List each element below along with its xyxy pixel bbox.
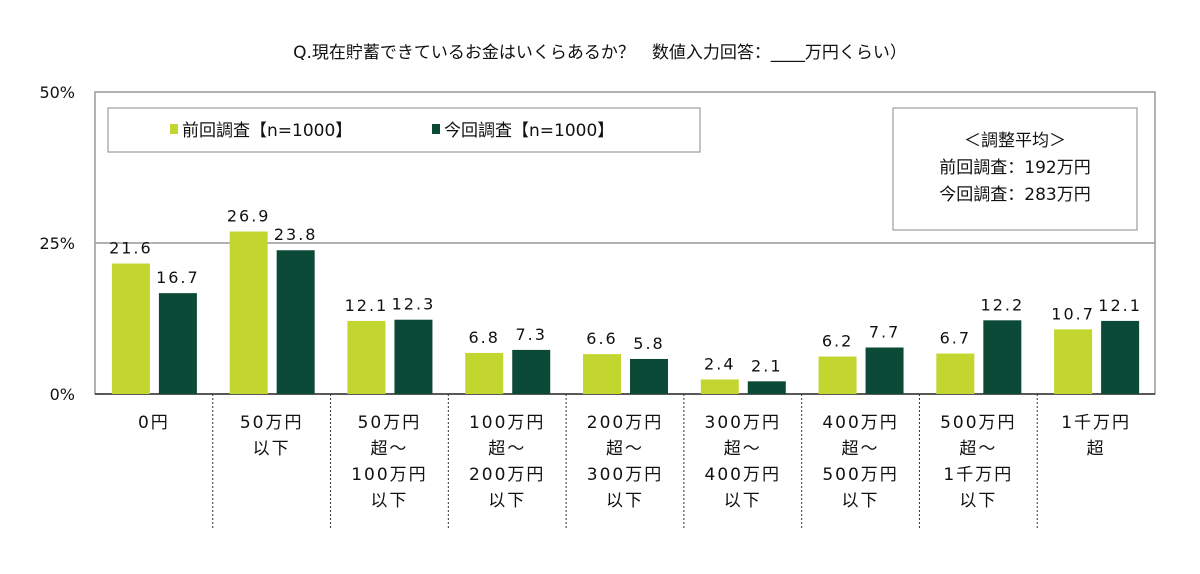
bar — [818, 356, 857, 394]
data-label: 21.6 — [109, 239, 153, 258]
x-tick-label: 500万円 — [940, 413, 1016, 433]
bar — [229, 231, 268, 394]
x-tick-label: 以下 — [606, 491, 644, 511]
x-tick-label: 200万円 — [587, 413, 663, 433]
x-tick-label: 超～ — [842, 439, 880, 459]
bar — [465, 352, 504, 394]
legend-swatch — [170, 124, 178, 134]
x-tick-label: 超～ — [959, 439, 997, 459]
data-label: 6.6 — [586, 329, 617, 348]
x-tick-label: 以下 — [842, 491, 880, 511]
data-label: 12.2 — [981, 295, 1025, 314]
legend-swatch — [432, 124, 440, 134]
legend-label: 前回調査【n=1000】 — [182, 121, 352, 141]
bar — [347, 320, 386, 394]
x-tick-label: 400万円 — [705, 465, 781, 485]
bar — [1101, 320, 1140, 394]
data-label: 2.1 — [751, 356, 782, 375]
data-label: 6.7 — [940, 329, 971, 348]
x-tick-label: 100万円 — [351, 465, 427, 485]
x-tick-label: 以下 — [370, 491, 408, 511]
data-label: 23.8 — [274, 225, 318, 244]
bar — [512, 349, 551, 394]
data-label: 6.8 — [468, 328, 499, 347]
bar — [394, 319, 433, 394]
data-label: 2.4 — [704, 355, 735, 374]
x-tick-label: 超～ — [724, 439, 762, 459]
x-tick-label: 1千万円 — [943, 465, 1013, 485]
bar — [1054, 329, 1093, 394]
x-tick-label: 0円 — [138, 413, 170, 433]
bar — [747, 381, 786, 394]
annotation-text: ＜調整平均＞ — [964, 131, 1066, 151]
x-tick-label: 1千万円 — [1061, 413, 1131, 433]
bar — [700, 379, 739, 394]
x-tick-label: 以下 — [959, 491, 997, 511]
data-label: 5.8 — [633, 334, 664, 353]
bar — [936, 353, 975, 394]
data-label: 6.2 — [822, 332, 853, 351]
bar — [111, 263, 150, 394]
bar — [276, 250, 315, 394]
bar — [983, 320, 1022, 394]
data-label: 12.1 — [345, 296, 389, 315]
x-tick-label: 超 — [1087, 439, 1106, 459]
data-label: 16.7 — [156, 268, 200, 287]
x-tick-label: 超～ — [488, 439, 526, 459]
x-tick-label: 超～ — [370, 439, 408, 459]
data-label: 7.3 — [515, 325, 546, 344]
data-label: 12.3 — [392, 295, 436, 314]
chart-title: Q.現在貯蓄できているお金はいくらあるか？ 数値入力回答：____万円くらい） — [293, 43, 907, 63]
x-tick-label: 300万円 — [587, 465, 663, 485]
x-tick-label: 400万円 — [822, 413, 898, 433]
x-tick-label: 以下 — [724, 491, 762, 511]
x-tick-label: 以下 — [488, 491, 526, 511]
bar — [630, 358, 668, 394]
annotation-box — [892, 107, 1138, 231]
bar — [158, 293, 197, 394]
annotation-text: 今回調査：283万円 — [939, 185, 1090, 205]
data-label: 7.7 — [869, 322, 900, 341]
y-tick-label: 25% — [39, 234, 75, 253]
data-label: 26.9 — [227, 207, 271, 226]
x-tick-label: 500万円 — [822, 465, 898, 485]
x-tick-label: 50万円 — [240, 413, 304, 433]
x-tick-label: 200万円 — [469, 465, 545, 485]
bar — [583, 354, 621, 394]
y-tick-label: 0% — [50, 385, 75, 404]
legend-label: 今回調査【n=1000】 — [444, 121, 614, 141]
legend-box — [107, 107, 701, 153]
annotation-text: 前回調査：192万円 — [939, 158, 1090, 178]
x-tick-label: 以下 — [253, 439, 291, 459]
x-tick-label: 50万円 — [358, 413, 422, 433]
x-tick-label: 超～ — [606, 439, 644, 459]
x-tick-label: 100万円 — [469, 413, 545, 433]
x-tick-label: 300万円 — [705, 413, 781, 433]
data-label: 10.7 — [1051, 304, 1095, 323]
y-tick-label: 50% — [39, 83, 75, 102]
data-label: 12.1 — [1098, 296, 1142, 315]
bar — [865, 347, 904, 394]
